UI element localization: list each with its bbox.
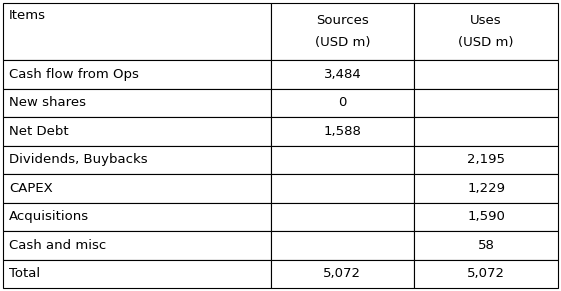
- Bar: [414, 117, 558, 146]
- Text: 5,072: 5,072: [323, 267, 361, 280]
- Bar: [270, 88, 414, 117]
- Text: 1,588: 1,588: [324, 125, 361, 138]
- Text: (USD m): (USD m): [315, 36, 370, 49]
- Bar: [3, 60, 270, 88]
- Bar: [270, 117, 414, 146]
- Text: 3,484: 3,484: [324, 68, 361, 81]
- Text: 1,590: 1,590: [467, 210, 505, 223]
- Bar: [414, 60, 558, 88]
- Text: Cash flow from Ops: Cash flow from Ops: [9, 68, 139, 81]
- Text: Net Debt: Net Debt: [9, 125, 68, 138]
- Bar: [414, 174, 558, 203]
- Bar: [3, 231, 270, 260]
- Text: Acquisitions: Acquisitions: [9, 210, 89, 223]
- Text: 0: 0: [338, 96, 347, 109]
- Bar: [3, 3, 270, 60]
- Text: New shares: New shares: [9, 96, 86, 109]
- Bar: [414, 203, 558, 231]
- Text: Items: Items: [9, 9, 46, 22]
- Text: CAPEX: CAPEX: [9, 182, 53, 195]
- Bar: [414, 3, 558, 60]
- Bar: [414, 146, 558, 174]
- Text: Sources: Sources: [316, 14, 369, 26]
- Bar: [3, 146, 270, 174]
- Bar: [3, 260, 270, 288]
- Bar: [3, 88, 270, 117]
- Bar: [270, 260, 414, 288]
- Text: 58: 58: [477, 239, 495, 252]
- Bar: [270, 3, 414, 60]
- Bar: [270, 174, 414, 203]
- Text: 2,195: 2,195: [467, 153, 505, 166]
- Text: (USD m): (USD m): [458, 36, 514, 49]
- Bar: [3, 117, 270, 146]
- Text: Uses: Uses: [470, 14, 502, 26]
- Bar: [270, 231, 414, 260]
- Bar: [414, 88, 558, 117]
- Text: 1,229: 1,229: [467, 182, 505, 195]
- Bar: [270, 60, 414, 88]
- Text: Dividends, Buybacks: Dividends, Buybacks: [9, 153, 148, 166]
- Bar: [3, 203, 270, 231]
- Bar: [3, 174, 270, 203]
- Text: Total: Total: [9, 267, 40, 280]
- Text: Cash and misc: Cash and misc: [9, 239, 106, 252]
- Bar: [414, 231, 558, 260]
- Bar: [270, 203, 414, 231]
- Bar: [270, 146, 414, 174]
- Text: 5,072: 5,072: [467, 267, 505, 280]
- Bar: [414, 260, 558, 288]
